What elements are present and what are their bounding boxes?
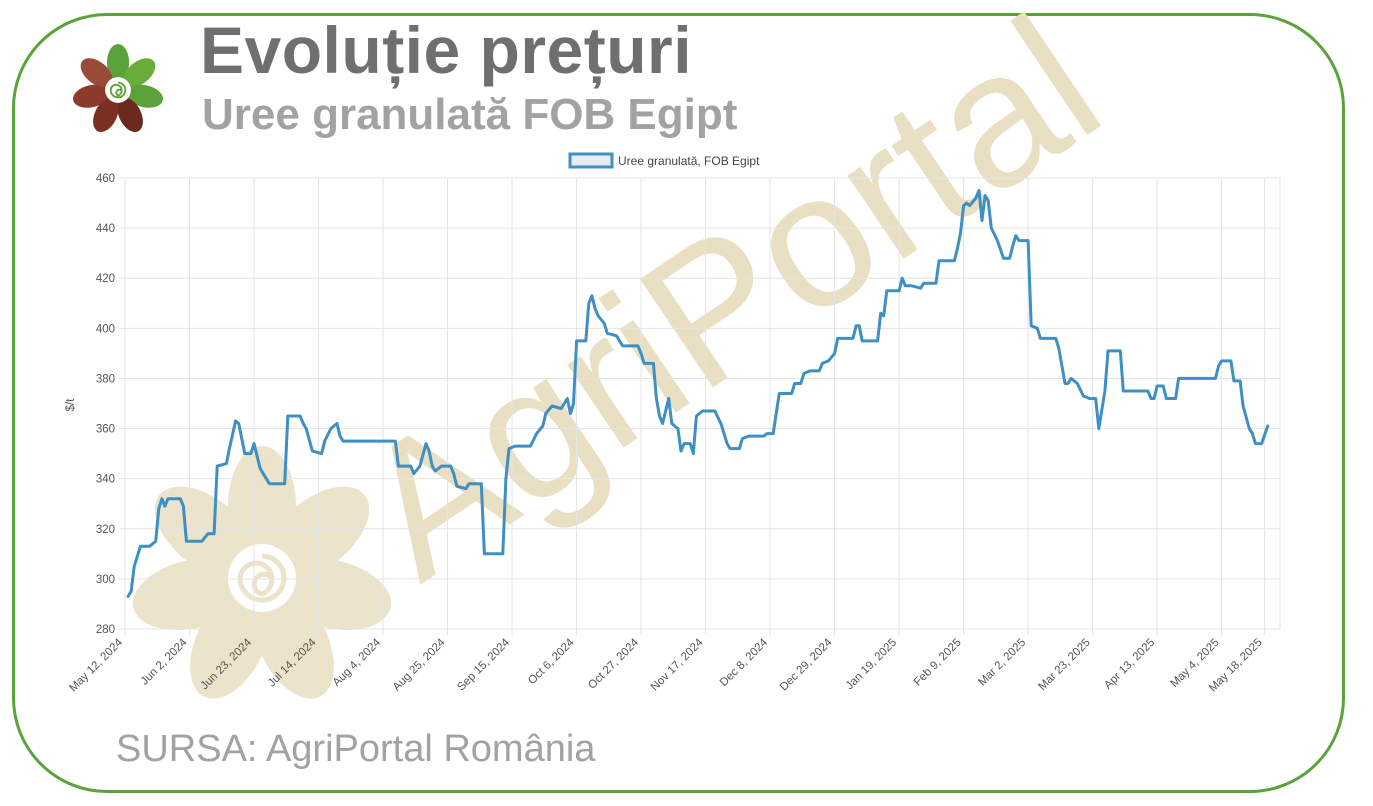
legend[interactable]: Uree granulată, FOB Egipt bbox=[568, 152, 760, 169]
x-tick-label: Dec 29, 2024 bbox=[778, 636, 835, 693]
page-title: Evoluție prețuri bbox=[200, 13, 693, 87]
x-tick-label: Mar 2, 2025 bbox=[976, 637, 1028, 689]
x-tick-label: Oct 27, 2024 bbox=[586, 636, 641, 691]
y-tick-label: 440 bbox=[96, 223, 115, 235]
y-tick-label: 300 bbox=[96, 574, 115, 586]
chart-grid bbox=[119, 177, 1281, 635]
x-tick-label: Jan 19, 2025 bbox=[844, 637, 900, 693]
x-tick-label: Nov 17, 2024 bbox=[649, 636, 706, 693]
x-tick-label: Aug 4, 2024 bbox=[331, 636, 384, 689]
legend-swatch[interactable] bbox=[568, 152, 614, 169]
rounded-frame bbox=[12, 13, 1345, 793]
watermark-flower-icon bbox=[132, 446, 392, 699]
y-tick-label: 380 bbox=[96, 373, 115, 385]
x-tick-label: Dec 8, 2024 bbox=[718, 636, 771, 689]
page-subtitle: Uree granulată FOB Egipt bbox=[202, 90, 738, 139]
x-tick-label: Sep 15, 2024 bbox=[455, 636, 512, 693]
y-axis-ticks: 280 300 320 340 360 380 400 420 440 460 bbox=[96, 173, 115, 636]
x-tick-label: Apr 13, 2025 bbox=[1102, 637, 1157, 692]
y-tick-label: 460 bbox=[96, 173, 115, 185]
y-tick-label: 280 bbox=[96, 624, 115, 636]
legend-label[interactable]: Uree granulată, FOB Egipt bbox=[618, 154, 760, 168]
x-tick-label: Feb 9, 2025 bbox=[912, 637, 964, 689]
series-line bbox=[126, 189, 1270, 598]
x-tick-label: Oct 6, 2024 bbox=[526, 636, 577, 687]
y-tick-label: 400 bbox=[96, 323, 115, 335]
x-tick-label: Jun 2, 2024 bbox=[139, 636, 190, 687]
x-tick-label: Aug 25, 2024 bbox=[391, 636, 448, 693]
y-tick-label: 340 bbox=[96, 474, 115, 486]
y-tick-label: 360 bbox=[96, 424, 115, 436]
x-tick-label: May 12, 2024 bbox=[67, 636, 125, 694]
x-tick-label: Mar 23, 2025 bbox=[1036, 637, 1092, 693]
y-axis-label: $/t bbox=[65, 398, 77, 412]
agriportal-logo-icon bbox=[73, 44, 163, 133]
y-tick-label: 320 bbox=[96, 524, 115, 536]
series-layer bbox=[126, 189, 1270, 598]
source-note: SURSA: AgriPortal România bbox=[116, 728, 596, 770]
y-tick-label: 420 bbox=[96, 273, 115, 285]
